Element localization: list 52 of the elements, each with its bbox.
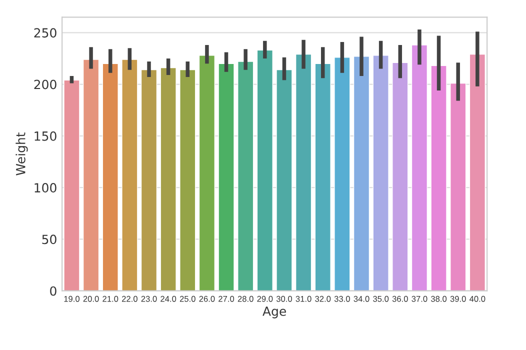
x-tick-label: 23.0	[141, 296, 157, 302]
x-tick-label: 25.0	[180, 296, 196, 302]
x-tick-label: 28.0	[238, 296, 254, 302]
x-tick-label: 33.0	[334, 296, 350, 302]
y-tick-label: 250	[34, 28, 56, 38]
y-tick-label: 150	[34, 131, 56, 141]
bar	[160, 67, 176, 291]
x-tick-label: 40.0	[470, 296, 486, 302]
x-tick-label: 37.0	[412, 296, 428, 302]
y-axis-title: Weight	[16, 132, 28, 176]
bar	[238, 61, 254, 291]
x-tick-label: 21.0	[102, 296, 118, 302]
y-tick-label: 200	[34, 80, 56, 90]
y-tick-label: 100	[34, 183, 56, 192]
bar	[392, 62, 408, 291]
bar	[411, 44, 428, 291]
bar	[353, 56, 370, 291]
x-tick-label: 29.0	[257, 296, 273, 302]
x-tick-label: 22.0	[122, 296, 138, 302]
bar	[180, 69, 196, 291]
bar	[276, 69, 292, 291]
x-tick-label: 36.0	[392, 296, 408, 302]
bar	[314, 63, 331, 291]
bar	[372, 55, 389, 291]
x-tick-label: 24.0	[160, 296, 176, 302]
x-tick-label: 26.0	[199, 296, 215, 302]
x-tick-label: 39.0	[450, 296, 466, 302]
x-tick-label: 19.0	[64, 296, 80, 302]
bar	[82, 59, 100, 291]
x-tick-label: 34.0	[354, 296, 370, 302]
bar	[469, 54, 486, 291]
bar	[218, 63, 234, 291]
bar	[450, 82, 466, 291]
x-tick-label: 32.0	[315, 296, 331, 302]
x-axis-title: Age	[262, 306, 286, 318]
x-tick-label: 27.0	[218, 296, 234, 302]
bar	[64, 80, 80, 291]
x-tick-label: 38.0	[430, 296, 447, 302]
x-tick-label: 20.0	[83, 296, 99, 302]
x-tick-label: 35.0	[373, 296, 389, 302]
bar	[198, 55, 216, 291]
bar	[256, 50, 273, 291]
bar	[102, 63, 118, 291]
bar	[295, 54, 312, 291]
y-tick-label: 50	[42, 234, 56, 244]
y-tick-label: 0	[50, 286, 56, 296]
x-tick-label: 31.0	[296, 296, 312, 302]
x-tick-label: 30.0	[276, 296, 292, 302]
bar	[140, 69, 158, 291]
bar	[122, 59, 138, 291]
bar	[430, 65, 447, 291]
bar	[334, 57, 350, 291]
